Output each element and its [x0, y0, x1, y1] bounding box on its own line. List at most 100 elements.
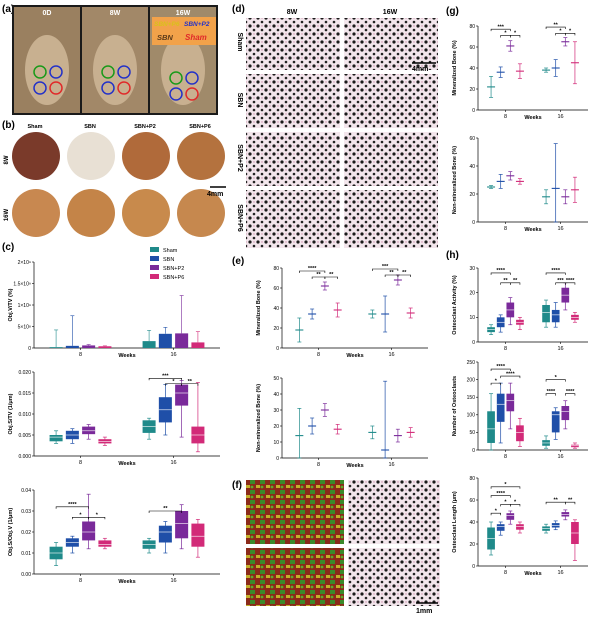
significance-label: *** [497, 24, 504, 30]
y-tick-label: 0 [472, 564, 475, 570]
box [542, 305, 550, 323]
significance-label: *** [162, 374, 169, 380]
bar [49, 347, 63, 348]
box [82, 521, 96, 541]
x-tick-label: 8 [79, 352, 82, 358]
y-tick-label: 30 [273, 408, 279, 414]
bar [98, 346, 112, 348]
box [506, 393, 515, 412]
significance-label: * [555, 375, 558, 381]
x-tick-label: 16 [557, 114, 563, 120]
x-tick-label: 8 [504, 226, 507, 232]
significance-label: ** [163, 506, 168, 512]
chart-e-non-mineralized: 0 10 20 30 40 50 Non-mineralized Bone (%) 8 16 We… [256, 376, 428, 469]
y-tick-label: 30 [469, 266, 475, 272]
y-tick-label: 60 [273, 286, 279, 292]
y-axis-label: Osteoclast Length (μm) [452, 491, 458, 553]
y-tick-label: 5×10⁸ [18, 324, 31, 330]
y-tick-label: 150 [467, 395, 476, 401]
box [82, 426, 96, 435]
y-tick-label: 80 [273, 266, 279, 272]
y-tick-label: 0 [472, 448, 475, 454]
legend-swatch [150, 274, 159, 279]
panel-a-legend-sbn: SBN [157, 33, 173, 42]
y-tick-label: 20 [273, 326, 279, 332]
x-tick-label: 8 [317, 462, 320, 468]
chart-c-surface: 0.000 0.005 0.010 0.015 0.020 Obj.S/TV (1/μm)… [8, 370, 220, 467]
x-tick-label: 16 [170, 460, 176, 466]
significance-label: * [504, 31, 507, 37]
chart-c-volume: 0 5×10⁸ 1×10⁹ 1.5×10⁹ 2×10⁹ Obj.V/TV (%) 8 16 We… [8, 260, 220, 359]
y-tick-label: 20 [469, 87, 475, 93]
y-tick-label: 0.03 [21, 509, 31, 515]
y-tick-label: 0 [28, 346, 31, 352]
box [175, 384, 189, 406]
chart-legend: Sham SBN SBN+P2 SBN+P6 [150, 247, 184, 281]
significance-bracket [490, 512, 501, 516]
panel-a-title-16w: 16W [176, 10, 191, 17]
x-axis-label: Weeks [118, 579, 135, 585]
box [487, 411, 495, 443]
panel-d-row-p2: SBN+P2 [236, 144, 243, 172]
panel-a-legend-p6: SBN+P6 [154, 21, 180, 28]
y-tick-label: 0.005 [18, 433, 31, 439]
y-tick-label: 250 [467, 360, 476, 366]
panel-b-col-sbn: SBN [84, 124, 96, 130]
legend-swatch [150, 265, 159, 270]
y-tick-label: 0.010 [18, 412, 31, 418]
panel-label-e: (e) [232, 256, 244, 267]
x-tick-label: 8 [504, 454, 507, 460]
x-tick-label: 16 [388, 352, 394, 358]
y-tick-label: 0 [472, 108, 475, 114]
x-tick-label: 8 [79, 578, 82, 584]
panel-label-a: (a) [2, 4, 14, 15]
y-axis-label: Mineralized Bone (%) [256, 280, 262, 335]
panel-d-scale-label: 4mm [412, 66, 428, 73]
y-tick-label: 40 [273, 306, 279, 312]
panel-label-f: (f) [232, 480, 242, 491]
panel-a-images [12, 5, 218, 115]
x-tick-label: 16 [388, 462, 394, 468]
x-tick-label: 16 [557, 226, 563, 232]
bar [175, 333, 189, 348]
box [496, 524, 505, 531]
panel-label-g: (g) [446, 6, 459, 17]
y-tick-label: 40 [469, 66, 475, 72]
y-tick-label: 0.00 [21, 572, 31, 578]
y-axis-label: Obj.V/TV (%) [8, 288, 14, 321]
y-tick-label: 20 [273, 424, 279, 430]
significance-label: * [514, 31, 517, 37]
y-tick-label: 80 [469, 24, 475, 30]
significance-label: * [495, 508, 498, 514]
chart-g-non-mineralized: 0 20 40 60 Non-mineralized Bone (%) 8 16 Weeks [452, 136, 588, 233]
x-tick-label: 8 [504, 346, 507, 352]
box [551, 309, 560, 323]
box [516, 425, 524, 442]
panel-a-legend-p2: SBN+P2 [184, 21, 210, 28]
box [561, 406, 570, 421]
significance-bracket [490, 486, 521, 489]
box [551, 411, 560, 433]
significance-bracket [299, 270, 326, 273]
significance-bracket [545, 393, 556, 396]
significance-label: ** [389, 270, 394, 276]
significance-label: * [559, 29, 562, 35]
bar [142, 341, 156, 348]
x-axis-label: Weeks [346, 353, 363, 359]
y-axis-label: Obj.S/TV (1/μm) [8, 393, 14, 434]
chart-h-osteoclast-length: 0 20 40 60 80 Osteoclast Length (μm) 8 16 Weeks *… [452, 476, 588, 577]
legend-label: Sham [163, 248, 178, 254]
significance-bracket [490, 495, 511, 498]
significance-label: ** [503, 278, 508, 284]
box [98, 540, 112, 547]
y-tick-label: 40 [469, 164, 475, 170]
box [191, 523, 205, 547]
panel-d-row-p6: SBN+P6 [236, 204, 243, 232]
y-tick-label: 1.5×10⁹ [13, 281, 31, 287]
significance-bracket [565, 282, 576, 285]
significance-bracket [510, 35, 521, 38]
y-tick-label: 40 [273, 392, 279, 398]
y-tick-label: 60 [469, 45, 475, 51]
y-tick-label: 0.020 [18, 370, 31, 376]
panel-d-col-16w: 16W [383, 9, 398, 16]
